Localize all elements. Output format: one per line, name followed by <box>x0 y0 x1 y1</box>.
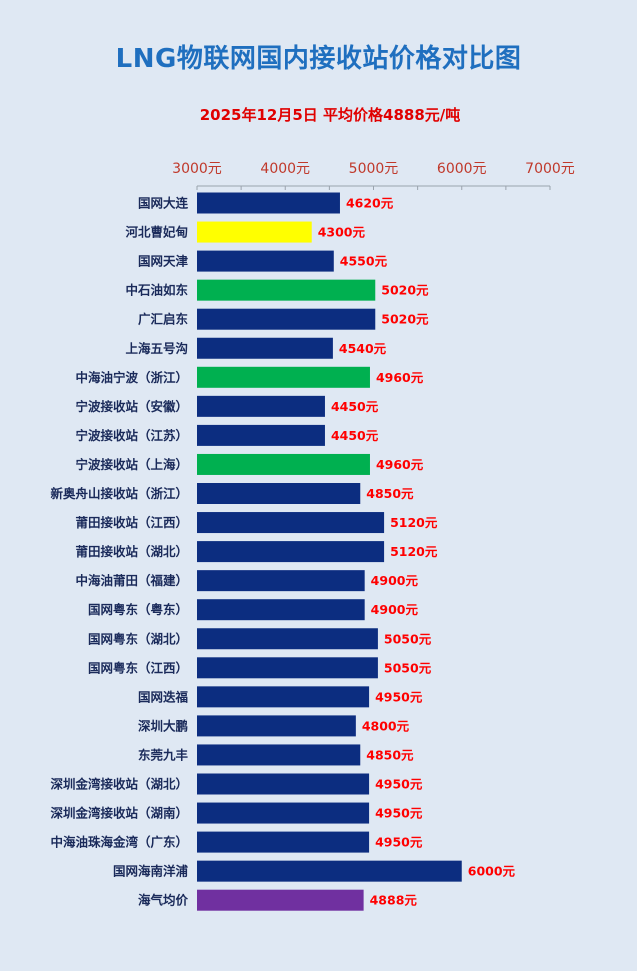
category-label: 上海五号沟 <box>125 341 188 356</box>
bar <box>197 395 325 417</box>
category-label: 中海油莆田（福建） <box>75 573 188 588</box>
category-label: 国网海南洋浦 <box>113 864 189 879</box>
category-label: 宁波接收站（安徽） <box>75 399 188 414</box>
bar <box>197 512 385 534</box>
data-label: 5120元 <box>390 515 438 530</box>
category-label: 国网粤东（粤东） <box>88 602 188 617</box>
x-tick-label: 7000元 <box>525 161 575 177</box>
bar <box>197 715 356 737</box>
data-label: 4800元 <box>362 718 410 733</box>
data-label: 4450元 <box>331 428 379 443</box>
chart-subtitle: 2025年12月5日 平均价格4888元/吨 <box>199 106 461 124</box>
x-tick-label: 4000元 <box>260 161 310 177</box>
category-label: 中海油宁波（浙江） <box>75 370 188 385</box>
data-label: 4620元 <box>346 196 394 211</box>
bar <box>197 483 361 504</box>
data-label: 5020元 <box>381 283 429 298</box>
bar <box>197 831 370 853</box>
bar <box>197 453 370 475</box>
category-label: 海气均价 <box>138 893 189 908</box>
category-label: 深圳金湾接收站（湖南） <box>50 806 188 821</box>
bar <box>197 599 365 621</box>
bar <box>197 773 370 795</box>
category-label: 中海油珠海金湾（广东） <box>50 835 188 850</box>
data-label: 5050元 <box>384 660 432 675</box>
data-label: 4900元 <box>371 573 419 588</box>
bar <box>197 657 378 679</box>
x-tick-label: 6000元 <box>437 161 487 177</box>
data-label: 4950元 <box>375 835 423 850</box>
category-label: 莆田接收站（江西） <box>75 515 188 530</box>
category-label: 宁波接收站（江苏） <box>75 428 188 443</box>
data-label: 4540元 <box>339 341 387 356</box>
x-tick-label: 5000元 <box>349 161 399 177</box>
bar <box>197 250 334 272</box>
category-label: 宁波接收站（上海） <box>75 457 188 472</box>
category-label: 国网粤东（湖北） <box>88 631 188 646</box>
data-label: 5050元 <box>384 631 432 646</box>
bar <box>197 686 370 708</box>
data-label: 4950元 <box>375 806 423 821</box>
bar <box>197 860 462 882</box>
data-label: 4300元 <box>318 225 366 240</box>
data-label: 4960元 <box>376 457 424 472</box>
data-label: 6000元 <box>468 864 516 879</box>
bar <box>197 279 376 301</box>
bar <box>197 889 364 911</box>
category-label: 国网迭福 <box>138 689 189 704</box>
data-label: 4888元 <box>370 893 418 908</box>
category-label: 深圳金湾接收站（湖北） <box>50 777 188 792</box>
chart-title: LNG物联网国内接收站价格对比图 <box>115 44 522 74</box>
data-label: 4950元 <box>375 689 423 704</box>
category-label: 河北曹妃甸 <box>125 225 188 240</box>
data-label: 4950元 <box>375 777 423 792</box>
bar <box>197 221 312 243</box>
category-label: 东莞九丰 <box>138 747 189 762</box>
category-label: 国网粤东（江西） <box>88 660 188 675</box>
data-label: 5120元 <box>390 544 438 559</box>
category-label: 深圳大鹏 <box>138 718 188 733</box>
bar <box>197 744 361 766</box>
bar <box>197 366 370 388</box>
bar <box>197 802 370 824</box>
bar <box>197 570 365 592</box>
data-label: 4450元 <box>331 399 379 414</box>
x-tick-label: 3000元 <box>172 161 222 177</box>
bar <box>197 541 385 563</box>
bar <box>197 424 325 446</box>
bar <box>197 192 340 214</box>
category-label: 中石油如东 <box>125 283 188 298</box>
data-label: 4550元 <box>340 254 388 269</box>
data-label: 4900元 <box>371 602 419 617</box>
bar <box>197 337 333 359</box>
category-label: 新奥舟山接收站（浙江） <box>50 486 188 501</box>
bar <box>197 308 376 330</box>
data-label: 4850元 <box>366 747 414 762</box>
category-label: 国网大连 <box>138 196 189 211</box>
data-label: 4850元 <box>366 486 414 501</box>
category-label: 国网天津 <box>138 254 189 269</box>
data-label: 5020元 <box>381 312 429 327</box>
category-label: 广汇启东 <box>138 312 189 327</box>
data-label: 4960元 <box>376 370 424 385</box>
bar <box>197 628 378 650</box>
category-label: 莆田接收站（湖北） <box>75 544 188 559</box>
